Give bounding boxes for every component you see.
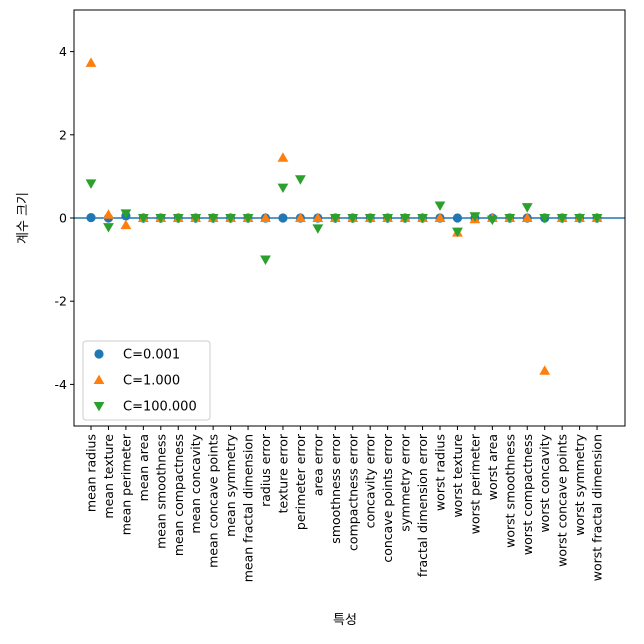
- legend-marker: [93, 374, 105, 385]
- x-tick-label: worst perimeter: [467, 433, 482, 534]
- plot-frame: [73, 9, 626, 427]
- data-point: [452, 227, 463, 238]
- data-point: [120, 219, 132, 230]
- data-point: [295, 212, 306, 223]
- data-point: [347, 213, 359, 224]
- data-point: [364, 213, 376, 224]
- x-tick-label: mean radius: [84, 434, 99, 512]
- data-point: [155, 213, 167, 224]
- data-point: [574, 213, 585, 224]
- data-point: [539, 213, 551, 224]
- x-tick-label: fractal dimension error: [415, 433, 430, 577]
- data-point: [242, 213, 254, 224]
- data-point: [86, 212, 96, 223]
- legend-label: C=1.000: [123, 374, 180, 389]
- data-point: [278, 213, 288, 223]
- x-tick-label: mean texture: [101, 434, 116, 519]
- data-point: [417, 213, 428, 224]
- y-tick-label: 2: [59, 127, 67, 142]
- data-point: [295, 175, 306, 185]
- x-tick-label: worst texture: [450, 434, 465, 518]
- x-tick-label: smoothness error: [328, 433, 343, 544]
- data-point: [85, 57, 97, 67]
- legend-box: [82, 340, 211, 421]
- data-point: [225, 213, 236, 224]
- data-point: [539, 365, 551, 375]
- data-point: [137, 213, 149, 224]
- data-point: [312, 212, 324, 223]
- x-axis-label: 특성: [333, 613, 357, 628]
- data-point: [521, 203, 533, 213]
- x-tick-label: mean area: [136, 434, 151, 501]
- x-tick-label: radius error: [258, 433, 273, 507]
- x-tick-label: mean concavity: [188, 433, 203, 533]
- data-point: [103, 209, 114, 219]
- y-tick-label: -4: [55, 377, 68, 392]
- data-point: [556, 213, 568, 224]
- data-point: [120, 209, 132, 219]
- y-tick-label: 0: [59, 211, 67, 226]
- x-tick-label: perimeter error: [293, 433, 308, 530]
- data-point: [85, 179, 97, 189]
- y-axis-label: 계수 크기: [16, 192, 31, 244]
- data-point: [434, 212, 446, 223]
- data-point: [504, 213, 516, 224]
- data-point: [260, 255, 271, 265]
- x-tick-label: concave points error: [380, 433, 395, 563]
- x-tick-label: mean smoothness: [153, 434, 168, 549]
- x-tick-label: worst area: [485, 434, 500, 500]
- data-point: [312, 224, 324, 234]
- x-tick-label: mean fractal dimension: [241, 434, 256, 582]
- x-tick-label: symmetry error: [398, 433, 413, 531]
- legend-marker: [93, 401, 105, 412]
- x-tick-label: mean concave points: [206, 434, 221, 568]
- data-point: [260, 212, 271, 223]
- x-tick-label: texture error: [275, 433, 290, 513]
- data-point: [172, 213, 184, 224]
- x-tick-label: worst fractal dimension: [590, 434, 605, 581]
- x-tick-label: compactness error: [345, 433, 360, 551]
- data-point: [277, 152, 289, 162]
- x-tick-label: mean compactness: [171, 434, 186, 556]
- legend-label: C=100.000: [123, 400, 197, 415]
- x-tick-label: worst concave points: [555, 434, 570, 567]
- legend-label: C=0.001: [123, 348, 180, 363]
- data-point: [103, 223, 114, 233]
- data-point: [486, 215, 498, 226]
- x-tick-label: worst concavity: [537, 433, 552, 532]
- x-tick-label: worst symmetry: [572, 433, 587, 535]
- x-tick-label: area error: [310, 433, 325, 496]
- x-tick-label: concavity error: [363, 433, 378, 528]
- legend-marker: [94, 349, 104, 359]
- data-point: [452, 213, 463, 223]
- data-point: [399, 213, 411, 224]
- x-tick-label: worst smoothness: [502, 434, 517, 548]
- y-tick-label: -2: [55, 294, 67, 309]
- y-tick-label: 4: [59, 44, 67, 59]
- data-point: [190, 213, 202, 224]
- x-tick-label: mean symmetry: [223, 433, 238, 536]
- x-tick-label: worst compactness: [520, 434, 535, 555]
- data-point: [469, 212, 481, 222]
- data-point: [591, 213, 603, 224]
- data-point: [277, 183, 289, 194]
- data-point: [207, 213, 219, 224]
- data-point: [434, 201, 446, 211]
- data-point: [382, 213, 394, 224]
- data-point: [329, 213, 341, 224]
- data-point: [521, 212, 533, 223]
- x-tick-label: worst radius: [433, 434, 448, 511]
- x-tick-label: mean perimeter: [118, 433, 133, 535]
